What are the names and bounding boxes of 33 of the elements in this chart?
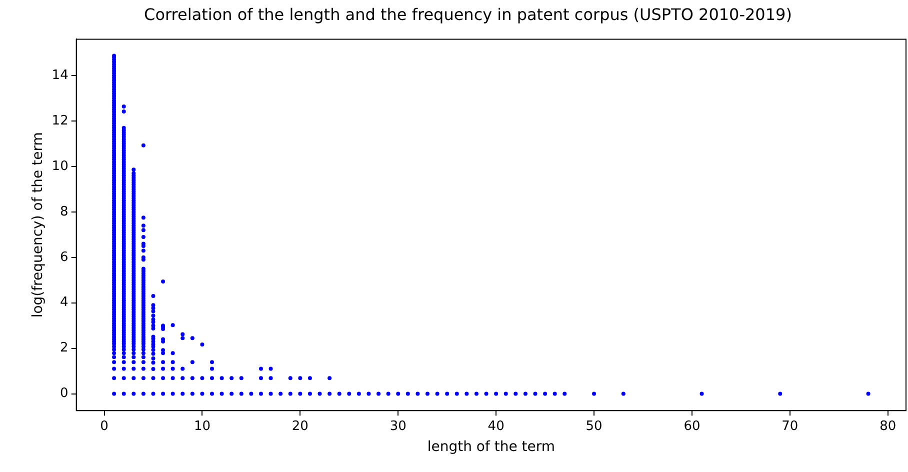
point <box>141 255 146 260</box>
point <box>141 143 146 148</box>
y-tick-label: 0 <box>60 386 68 402</box>
x-tick-label: 60 <box>684 418 700 434</box>
point <box>141 248 146 253</box>
y-tick-label: 4 <box>60 295 68 310</box>
x-tick-label: 80 <box>880 418 896 434</box>
point <box>141 392 146 396</box>
chart-title: Correlation of the length and the frequency in patent corpus (USPTO 2010-2019) <box>144 4 792 24</box>
point <box>141 366 146 371</box>
y-tick-label: 14 <box>52 68 68 83</box>
y-tick-label: 6 <box>60 250 68 265</box>
point <box>141 355 146 360</box>
x-tick-label: 10 <box>194 418 210 434</box>
point <box>141 216 146 220</box>
x-tick-label: 20 <box>292 418 308 434</box>
x-tick-label: 40 <box>488 418 504 434</box>
y-tick-label: 10 <box>52 158 68 174</box>
point <box>141 376 146 380</box>
x-tick-label: 30 <box>390 418 406 434</box>
point <box>141 351 146 356</box>
point <box>141 234 146 239</box>
x-tick-label: 0 <box>100 418 108 434</box>
point <box>141 360 146 364</box>
x-axis-title: length of the term <box>427 439 556 456</box>
y-tick-label: 12 <box>52 113 68 128</box>
x-tick-label: 50 <box>586 418 602 434</box>
point <box>141 228 146 232</box>
y-axis-title: log(frequency) of the term <box>30 132 46 318</box>
y-tick-label: 8 <box>60 204 68 220</box>
x-tick-label: 70 <box>782 418 798 434</box>
y-tick-label: 2 <box>60 340 68 356</box>
point <box>141 224 146 228</box>
